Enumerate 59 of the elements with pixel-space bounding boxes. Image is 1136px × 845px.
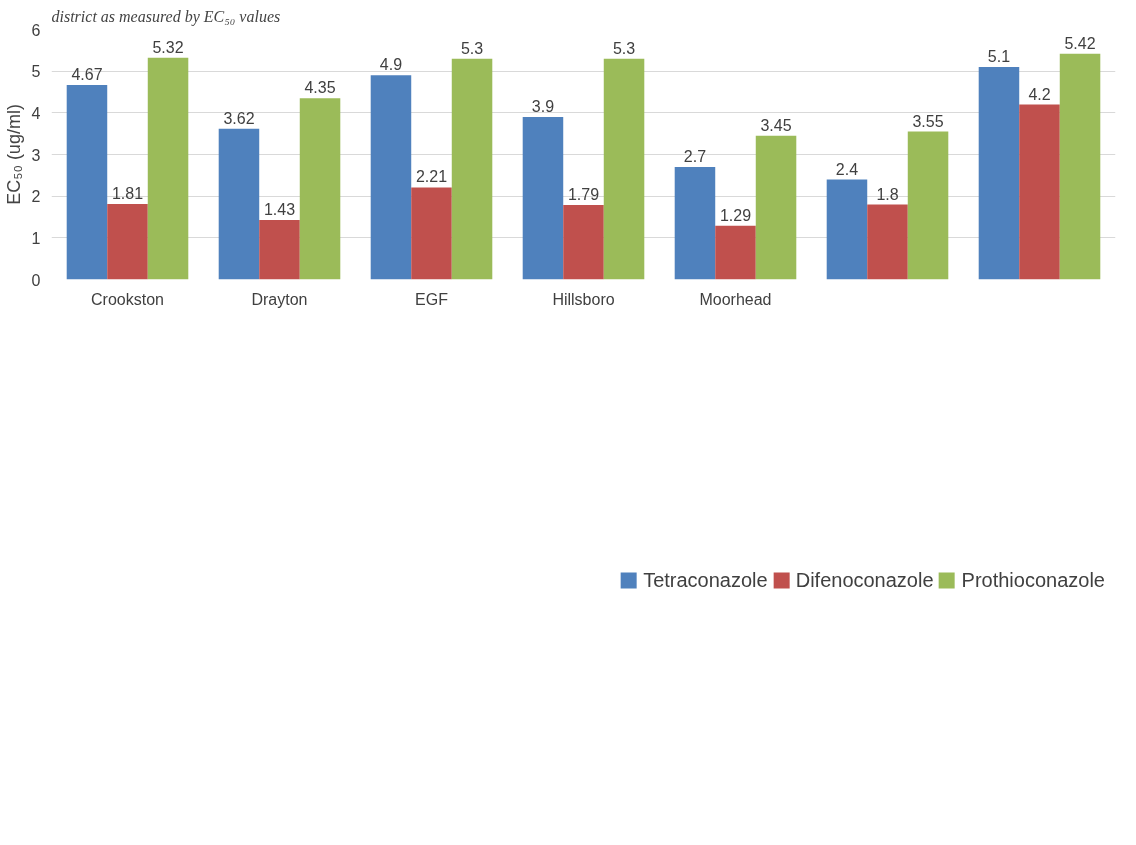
data-label: 2.21 — [415, 168, 448, 186]
y-tick-label: 0 — [31, 271, 41, 289]
bar — [674, 167, 716, 280]
bar — [451, 58, 493, 280]
data-label: 2.4 — [835, 160, 859, 178]
data-label: 5.42 — [1064, 34, 1096, 52]
bar — [978, 67, 1020, 280]
legend-label: Tetraconazole — [643, 568, 768, 592]
data-label: 5.3 — [460, 39, 484, 57]
y-tick-label: 1 — [31, 229, 41, 247]
legend-label: Difenoconazole — [795, 568, 934, 592]
bar — [259, 219, 300, 280]
bar — [299, 98, 341, 280]
y-axis-title: EC₅₀ (ug/ml) — [3, 104, 24, 205]
x-tick-label: Hillsboro — [552, 290, 615, 308]
bar — [370, 75, 412, 280]
x-tick-label: Crookston — [91, 290, 164, 308]
y-tick-label: 6 — [31, 21, 41, 39]
data-label: 3.45 — [760, 116, 792, 134]
bar — [218, 128, 260, 280]
bar — [563, 204, 604, 280]
x-tick-label: EGF — [415, 290, 449, 308]
data-label: 1.29 — [719, 206, 752, 224]
x-tick-label: Drayton — [251, 290, 308, 308]
legend-label: Prothioconazole — [961, 568, 1105, 592]
y-tick-label: 4 — [31, 104, 41, 122]
bar — [907, 131, 949, 280]
data-label: 5.32 — [152, 38, 184, 56]
data-label: 5.1 — [987, 48, 1011, 65]
data-label: 2.7 — [683, 148, 707, 165]
data-label: 4.35 — [304, 79, 336, 97]
data-label: 3.9 — [531, 98, 555, 115]
data-label: 4.2 — [1028, 85, 1051, 103]
bar — [522, 117, 564, 280]
bar — [715, 225, 756, 280]
bar — [107, 204, 148, 280]
y-tick-label: 5 — [31, 63, 41, 81]
bar — [603, 58, 645, 280]
bar — [867, 204, 908, 280]
data-label: 3.55 — [912, 112, 944, 130]
data-label: 3.62 — [223, 109, 255, 127]
y-tick-label: 3 — [31, 146, 41, 164]
bar — [1019, 104, 1060, 280]
chart-title: district as measured by EC₅₀ values — [51, 7, 281, 26]
data-label: 5.3 — [612, 39, 636, 57]
bar — [826, 179, 868, 280]
data-label: 4.67 — [71, 65, 103, 83]
data-label: 1.81 — [111, 185, 144, 203]
data-label: 1.79 — [567, 185, 600, 203]
bar — [1059, 53, 1101, 280]
bar — [147, 57, 189, 280]
y-tick-label: 2 — [31, 188, 41, 206]
data-label: 1.43 — [263, 200, 296, 218]
data-label: 4.9 — [379, 56, 403, 74]
bar — [755, 135, 797, 280]
bar — [66, 84, 108, 280]
data-label: 1.8 — [876, 185, 899, 203]
x-tick-label: Moorhead — [699, 290, 772, 308]
bar — [411, 187, 452, 280]
